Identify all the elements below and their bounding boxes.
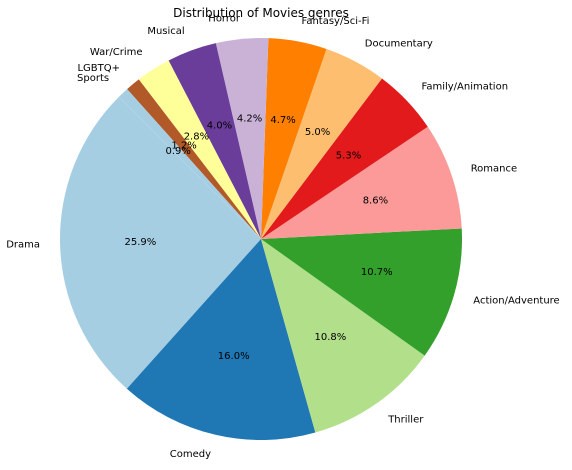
slice-label-documentary: Documentary (365, 38, 433, 49)
pie-slice-romance (261, 126, 462, 239)
pie-slice-horror (215, 38, 269, 239)
slice-label-action-adventure: Action/Adventure (473, 295, 559, 306)
chart-title: Distribution of Movies genres (173, 6, 349, 20)
slice-label-war-crime: War/Crime (90, 47, 143, 58)
slice-label-sports: Sports (77, 73, 109, 84)
slice-percent-lgbtq: 1.2% (171, 141, 196, 152)
slice-percent-sports: 0.9% (165, 146, 190, 157)
slice-percent-musical: 4.0% (207, 120, 232, 131)
slice-percent-documentary: 5.0% (305, 127, 330, 138)
slice-label-fantasy-sci-fi: Fantasy/Sci-Fi (302, 16, 370, 27)
slice-percent-comedy: 16.0% (218, 351, 250, 362)
slice-percent-horror: 4.2% (237, 113, 262, 124)
slice-label-lgbtq: LGBTQ+ (77, 63, 120, 74)
pie-slice-sports (118, 89, 262, 239)
slice-percent-action-adventure: 10.7% (361, 267, 393, 278)
slice-label-family-animation: Family/Animation (422, 81, 509, 92)
pie-slice-action-adventure (261, 228, 462, 356)
slice-percent-drama: 25.9% (125, 237, 157, 248)
slice-label-thriller: Thriller (387, 414, 424, 425)
slice-percent-romance: 8.6% (363, 195, 388, 206)
pie-slice-lgbtq (127, 79, 262, 239)
slice-percent-family-animation: 5.3% (336, 151, 361, 162)
slice-percent-thriller: 10.8% (315, 332, 347, 343)
pie-slice-war-crime (138, 60, 261, 240)
percentage-layer: 25.9% 16.0% 10.8% 10.7% 8.6% 5.3% 5.0% 4.7% 4.2%… (125, 113, 393, 362)
slice-label-comedy: Comedy (170, 449, 211, 460)
pie-slice-documentary (261, 48, 382, 239)
slice-label-romance: Romance (471, 163, 517, 174)
slice-layer (59, 38, 462, 440)
pie-slice-musical (168, 43, 261, 240)
pie-slice-family-animation (261, 78, 428, 239)
slice-percent-fantasy-sci-fi: 4.7% (270, 115, 295, 126)
pie-slice-fantasy-sci-fi (261, 38, 327, 239)
label-layer: Drama Comedy Thriller Action/Adventure Roman… (6, 13, 560, 460)
pie-slice-drama (59, 96, 261, 389)
slice-label-musical: Musical (147, 26, 184, 37)
slice-percent-war-crime: 2.8% (184, 132, 209, 143)
slice-label-horror: Horror (208, 13, 241, 24)
pie-slice-comedy (126, 239, 316, 440)
pie-slice-thriller (261, 239, 425, 433)
slice-label-drama: Drama (6, 240, 40, 251)
